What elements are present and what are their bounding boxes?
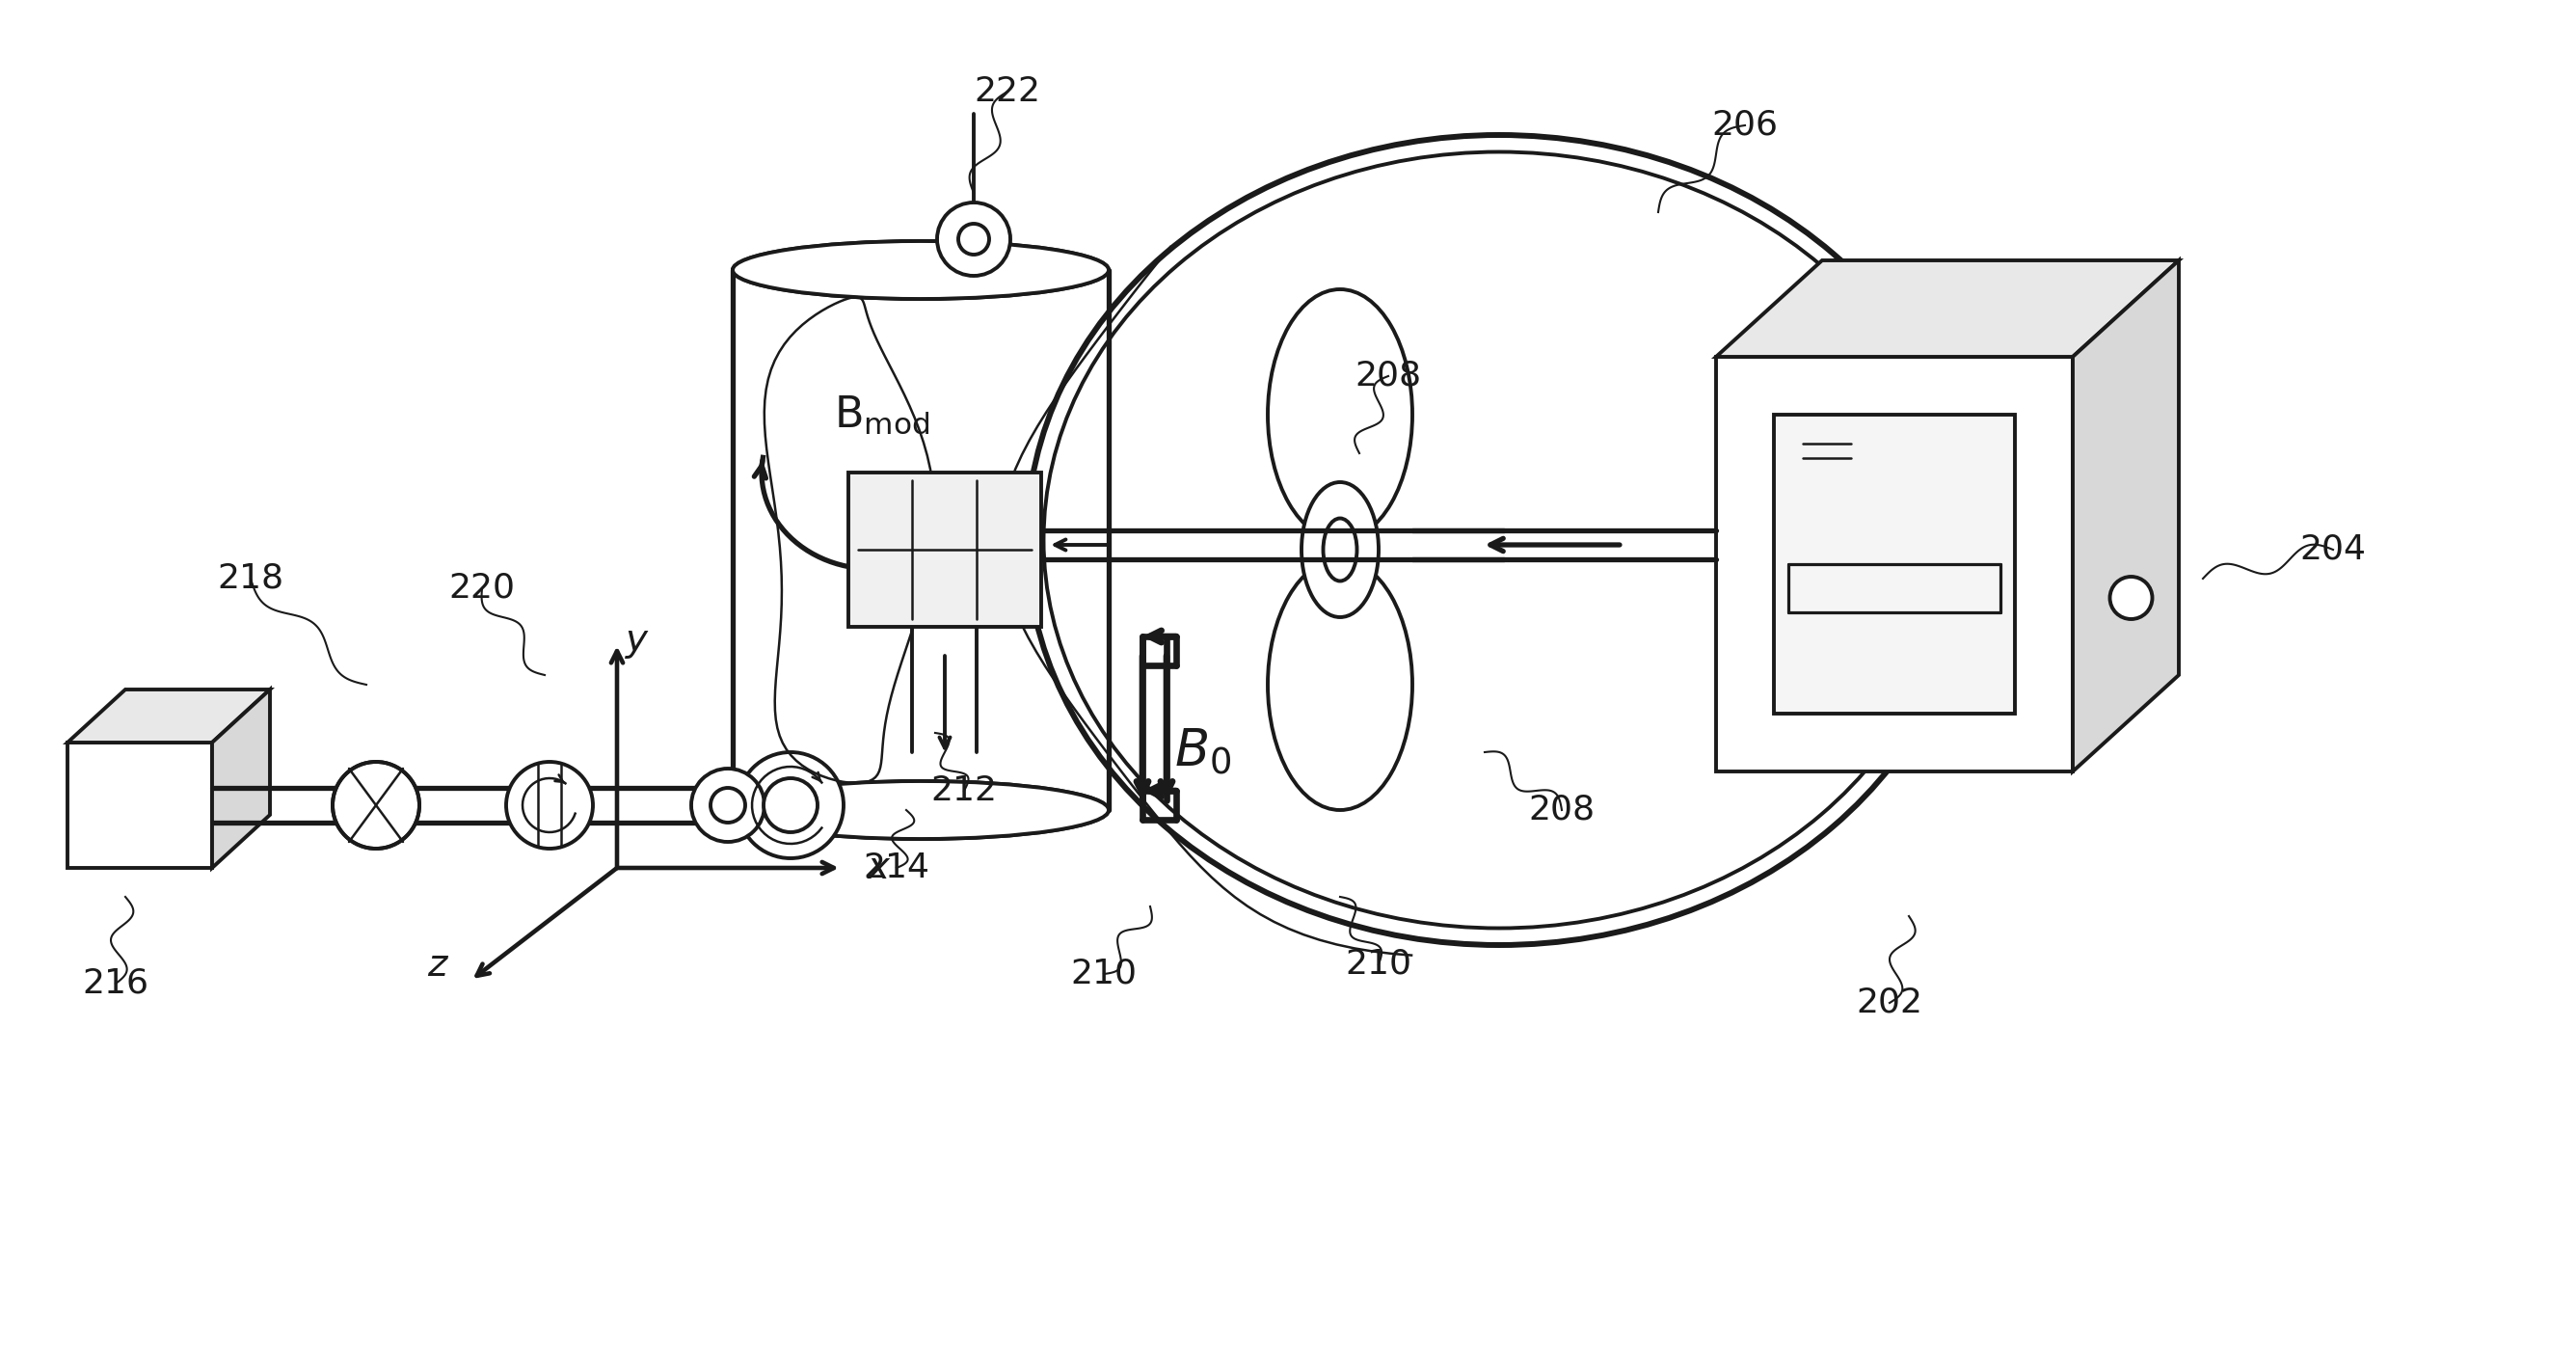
Ellipse shape [732, 781, 1108, 840]
Text: B$_0$: B$_0$ [1175, 727, 1231, 777]
Ellipse shape [1324, 518, 1358, 581]
Text: z: z [428, 946, 448, 983]
Circle shape [332, 761, 420, 849]
Text: 214: 214 [863, 852, 930, 884]
Text: y: y [626, 622, 647, 658]
Text: 220: 220 [448, 572, 515, 604]
Text: 210: 210 [1072, 957, 1136, 991]
Ellipse shape [1267, 560, 1412, 810]
Circle shape [711, 788, 744, 822]
Circle shape [938, 203, 1010, 276]
Circle shape [762, 779, 817, 833]
Ellipse shape [732, 241, 1108, 299]
Circle shape [737, 752, 842, 859]
Text: 208: 208 [1355, 360, 1422, 392]
Text: B$_{\mathregular{mod}}$: B$_{\mathregular{mod}}$ [835, 393, 930, 435]
Circle shape [2110, 577, 2154, 619]
Text: 206: 206 [1710, 110, 1777, 142]
Text: 204: 204 [2300, 533, 2367, 566]
Text: 210: 210 [1345, 948, 1412, 980]
Text: 212: 212 [930, 775, 997, 807]
Polygon shape [1716, 261, 2179, 357]
Polygon shape [67, 690, 270, 742]
Polygon shape [67, 742, 211, 868]
Text: 202: 202 [1857, 987, 1922, 1019]
Text: 208: 208 [1528, 794, 1595, 826]
Text: x: x [868, 849, 889, 886]
Text: 216: 216 [82, 967, 149, 1000]
Polygon shape [1775, 415, 2014, 714]
Ellipse shape [1301, 483, 1378, 617]
Circle shape [505, 761, 592, 849]
Polygon shape [2074, 261, 2179, 772]
Ellipse shape [732, 241, 1108, 299]
Polygon shape [1716, 357, 2074, 772]
Text: 218: 218 [216, 562, 283, 595]
Text: 222: 222 [974, 76, 1041, 108]
Ellipse shape [1267, 289, 1412, 539]
Circle shape [958, 223, 989, 254]
Polygon shape [211, 690, 270, 868]
Polygon shape [732, 270, 1108, 810]
Ellipse shape [732, 781, 1108, 840]
Polygon shape [848, 473, 1041, 627]
Circle shape [690, 768, 765, 842]
